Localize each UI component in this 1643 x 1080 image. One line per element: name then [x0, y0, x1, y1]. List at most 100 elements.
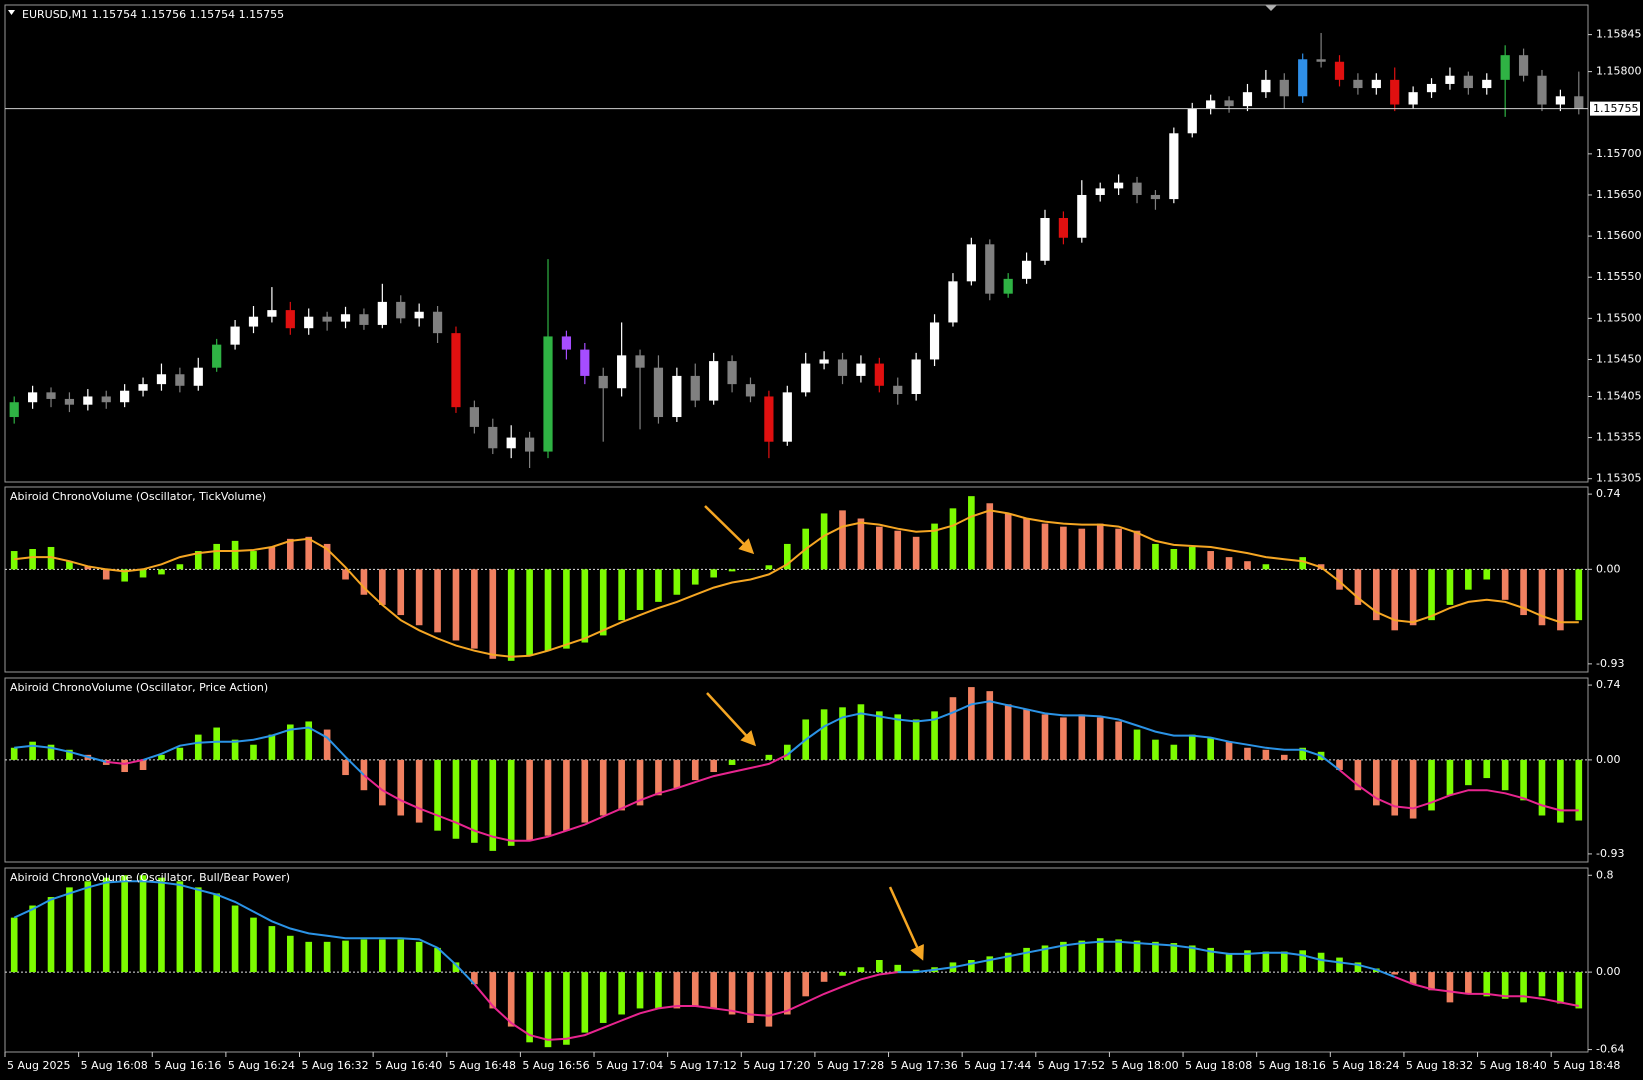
x-tick-label: 5 Aug 18:40	[1480, 1059, 1547, 1072]
candle-body	[285, 310, 295, 329]
histogram-bar	[1575, 569, 1583, 621]
signal-line	[363, 753, 788, 842]
histogram-bar	[655, 972, 662, 1009]
current-price-label: 1.15755	[1593, 102, 1639, 115]
y-tick-label: 1.15650	[1596, 188, 1642, 201]
histogram-bar	[894, 714, 902, 760]
candle-body	[1426, 83, 1437, 93]
candle-body	[929, 322, 940, 360]
candle-body	[985, 244, 995, 294]
candle-body	[340, 314, 351, 322]
histogram-bar	[121, 759, 128, 773]
histogram-bar	[728, 759, 736, 765]
histogram-bar	[1041, 714, 1049, 760]
y-tick-label: 1.15800	[1596, 65, 1642, 78]
histogram-bar	[489, 569, 497, 659]
y-tick-label: 1.15305	[1596, 472, 1642, 485]
histogram-bar	[1336, 759, 1343, 770]
histogram-bar	[839, 707, 846, 760]
histogram-bar	[820, 513, 828, 570]
candle-body	[580, 349, 590, 376]
histogram-bar	[1428, 569, 1435, 621]
histogram-bar	[194, 734, 202, 760]
histogram-bar	[213, 727, 220, 760]
histogram-bar	[1501, 569, 1509, 600]
signal-line	[106, 758, 144, 765]
histogram-bar	[544, 972, 552, 1048]
y-tick-label: 1.15550	[1596, 270, 1642, 283]
panel-frame	[4, 677, 1589, 863]
histogram-bar	[84, 881, 92, 973]
candle-body	[1537, 75, 1547, 105]
histogram-bar	[783, 744, 791, 760]
candle-body	[745, 384, 756, 397]
signal-line	[1338, 769, 1579, 812]
histogram-bar	[84, 566, 92, 570]
histogram-bar	[1280, 569, 1288, 570]
histogram-bar	[1557, 759, 1564, 823]
candle-body	[1279, 79, 1289, 97]
candle-body	[1555, 96, 1565, 105]
candle-body	[1316, 59, 1326, 62]
x-tick-label: 5 Aug 17:20	[743, 1059, 810, 1072]
histogram-bar	[342, 940, 349, 973]
signal-line	[786, 700, 1341, 771]
histogram-bar	[1483, 759, 1491, 779]
histogram-bar	[618, 569, 625, 621]
chart-shift-marker[interactable]	[1265, 5, 1277, 11]
panel-frame	[4, 486, 1589, 673]
y-tick-label: 1.15405	[1596, 389, 1642, 402]
histogram-bar	[1170, 943, 1178, 973]
histogram-bar	[1520, 569, 1527, 616]
annotation-arrow	[704, 505, 755, 555]
histogram-bar	[1317, 952, 1325, 973]
histogram-bar	[29, 741, 36, 760]
y-tick-label: 0.74	[1596, 487, 1621, 500]
histogram-bar	[673, 759, 681, 789]
candle-body	[801, 363, 811, 393]
histogram-bar	[1133, 729, 1141, 760]
x-tick-label: 5 Aug 16:24	[228, 1059, 295, 1072]
current-price-box	[1590, 101, 1640, 116]
y-tick-label: -0.64	[1596, 1043, 1624, 1056]
histogram-bar	[194, 887, 202, 973]
histogram-bar	[1391, 972, 1399, 975]
histogram-bar	[747, 972, 754, 1023]
histogram-bar	[563, 972, 570, 1045]
histogram-bar	[1391, 569, 1399, 631]
histogram-bar	[1520, 972, 1527, 1003]
candle-body	[414, 311, 424, 319]
histogram-bar	[1373, 759, 1380, 806]
signal-line	[14, 509, 1579, 658]
candle-body	[1095, 188, 1105, 195]
symbol-menu-icon[interactable]	[8, 10, 15, 15]
histogram-bar	[912, 969, 920, 973]
histogram-bar	[1501, 972, 1509, 999]
x-tick-label: 5 Aug 16:56	[522, 1059, 589, 1072]
histogram-bar	[415, 759, 423, 823]
histogram-bar	[1023, 518, 1030, 570]
candle-body	[1390, 79, 1400, 105]
panel-title: EURUSD,M1 1.15754 1.15756 1.15754 1.1575…	[22, 8, 284, 21]
histogram-bar	[1096, 717, 1104, 760]
histogram-bar	[139, 759, 147, 770]
histogram-bar	[728, 972, 736, 1015]
candle-body	[46, 392, 56, 399]
panel-frame	[4, 867, 1589, 1053]
histogram-bar	[581, 569, 589, 643]
histogram-bar	[728, 569, 736, 572]
histogram-bar	[1244, 561, 1251, 570]
histogram-bar	[894, 964, 902, 973]
histogram-bar	[1096, 938, 1104, 973]
candle-body	[561, 336, 572, 350]
y-tick-label: 1.15500	[1596, 311, 1642, 324]
candle-body	[506, 437, 516, 449]
x-tick-label: 5 Aug 18:48	[1553, 1059, 1620, 1072]
histogram-bar	[931, 711, 938, 760]
histogram-bar	[213, 893, 220, 973]
histogram-bar	[471, 759, 478, 843]
x-tick-label: 5 Aug 17:04	[596, 1059, 663, 1072]
panel-title: Abiroid ChronoVolume (Oscillator, Price …	[10, 681, 268, 694]
candle-body	[1445, 75, 1455, 84]
